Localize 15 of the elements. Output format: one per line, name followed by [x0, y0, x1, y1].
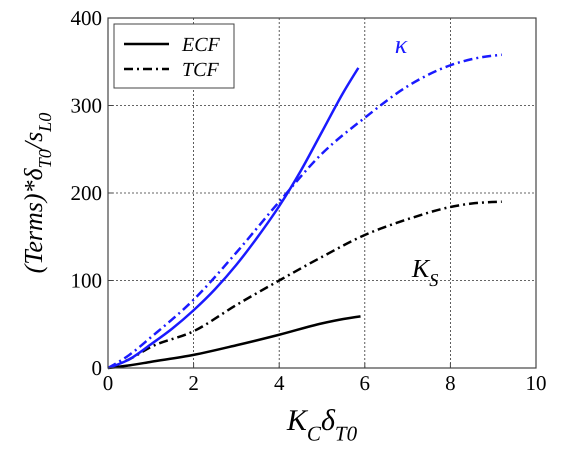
annotation: K$_{S}$	[410, 254, 438, 290]
x-tick-label: 8	[445, 371, 456, 395]
legend-label: ECF	[181, 34, 221, 56]
x-tick-label: 4	[274, 371, 285, 395]
y-tick-label: 400	[70, 6, 102, 30]
x-tick-label: 6	[360, 371, 370, 395]
y-tick-label: 100	[70, 268, 102, 292]
y-tick-label: 0	[92, 356, 102, 380]
x-tick-label: 10	[526, 371, 546, 395]
annotation: κ	[394, 30, 408, 59]
legend-label: TCF	[182, 59, 220, 81]
y-tick-label: 300	[70, 94, 102, 118]
x-axis-title: K$_{C}$δ$_{T0}$	[286, 404, 358, 446]
y-tick-label: 200	[70, 181, 102, 205]
x-tick-label: 2	[188, 371, 199, 395]
